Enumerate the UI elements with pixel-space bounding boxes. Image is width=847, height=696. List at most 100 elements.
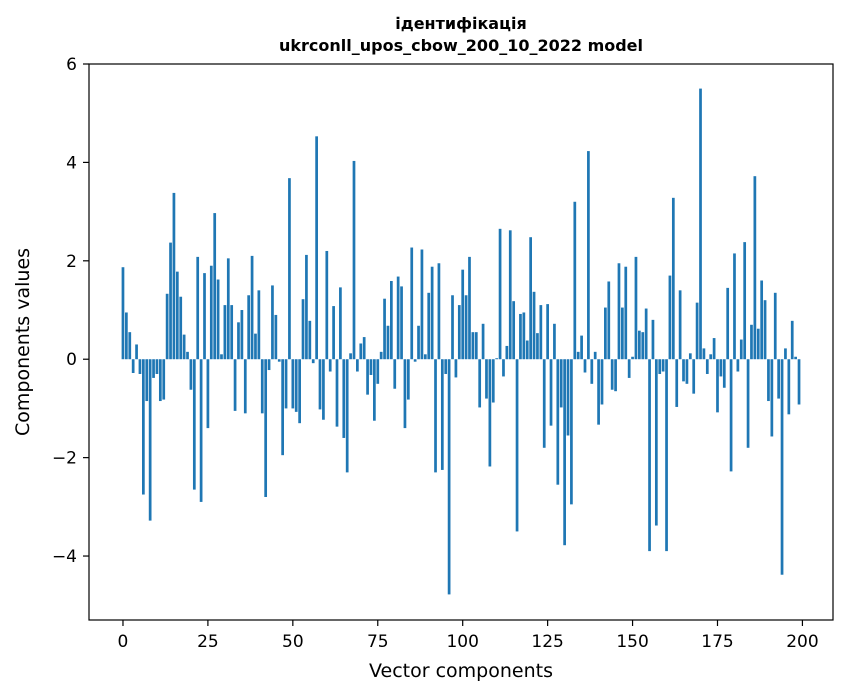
bar-95 (444, 359, 448, 374)
bar-128 (556, 359, 560, 485)
bar-25 (206, 359, 210, 429)
bar-153 (641, 332, 645, 360)
bar-167 (688, 353, 692, 360)
bar-172 (705, 359, 709, 374)
bar-89 (423, 354, 427, 360)
bar-8 (148, 359, 152, 521)
y-tick-label: −4 (52, 547, 77, 567)
bar-48 (284, 359, 288, 409)
bars-group (121, 88, 801, 595)
bar-18 (182, 334, 186, 360)
bar-6 (142, 359, 145, 495)
bar-163 (675, 359, 679, 407)
bar-4 (135, 344, 138, 360)
bar-7 (145, 359, 149, 402)
bar-11 (158, 359, 162, 402)
bar-22 (196, 256, 200, 360)
bar-66 (345, 359, 349, 473)
bar-159 (661, 359, 665, 372)
bar-115 (512, 301, 516, 360)
bar-69 (356, 359, 359, 372)
bar-65 (342, 359, 346, 438)
bar-1 (125, 312, 128, 360)
bar-144 (610, 359, 614, 390)
y-tick-label: 2 (66, 252, 77, 272)
bar-109 (491, 359, 495, 403)
bar-154 (644, 308, 648, 360)
bar-180 (733, 253, 736, 360)
bar-166 (685, 359, 689, 384)
bar-17 (179, 296, 183, 360)
bar-199 (797, 359, 801, 405)
bar-70 (359, 343, 363, 360)
bar-51 (294, 359, 298, 412)
x-axis-ticks: 0 25 50 75 100 125 150 175 200 (118, 620, 819, 652)
bar-178 (726, 287, 730, 360)
bar-79 (390, 280, 393, 360)
bar-73 (369, 359, 373, 375)
bar-190 (767, 359, 770, 402)
bar-123 (539, 305, 543, 360)
bar-195 (784, 348, 787, 360)
bar-113 (505, 345, 509, 360)
bar-192 (773, 292, 777, 360)
bar-189 (763, 300, 767, 360)
bar-197 (790, 320, 794, 360)
bar-19 (186, 351, 189, 360)
bar-92 (434, 359, 437, 473)
bar-127 (553, 323, 556, 360)
bar-104 (474, 332, 478, 360)
bar-99 (457, 305, 461, 360)
x-tick-label: 75 (367, 632, 389, 652)
bar-160 (665, 359, 668, 552)
bar-21 (192, 359, 196, 490)
bar-146 (617, 263, 621, 360)
bar-27 (213, 213, 217, 360)
bar-103 (471, 332, 475, 360)
bar-45 (274, 314, 278, 360)
bar-85 (410, 247, 414, 360)
bar-165 (682, 359, 685, 382)
bar-54 (305, 254, 308, 360)
bar-46 (277, 359, 281, 362)
bar-96 (447, 359, 451, 595)
bar-26 (209, 265, 213, 360)
bar-138 (590, 359, 594, 384)
bar-137 (587, 151, 590, 360)
bar-72 (366, 359, 369, 395)
bar-169 (695, 302, 699, 360)
bar-23 (199, 359, 203, 502)
bar-105 (478, 359, 482, 408)
bar-12 (162, 359, 166, 400)
bar-179 (729, 359, 733, 472)
bar-32 (230, 305, 234, 360)
bar-81 (396, 276, 400, 360)
bar-161 (668, 275, 672, 360)
bar-40 (257, 290, 261, 360)
bar-136 (583, 359, 587, 373)
bar-56 (311, 359, 315, 364)
bar-83 (403, 359, 407, 429)
bar-150 (631, 356, 634, 360)
x-axis-label: Vector components (369, 660, 553, 682)
bar-38 (250, 255, 254, 360)
bar-156 (651, 319, 655, 360)
x-tick-label: 0 (118, 632, 129, 652)
bar-87 (417, 325, 420, 360)
bar-193 (777, 359, 780, 399)
bar-162 (671, 197, 675, 360)
bar-44 (271, 285, 274, 360)
bar-37 (247, 295, 251, 360)
bar-152 (638, 330, 641, 360)
bar-88 (420, 249, 424, 360)
bar-188 (760, 280, 764, 360)
bar-187 (756, 328, 760, 360)
bar-198 (794, 356, 797, 360)
bar-106 (481, 323, 485, 360)
bar-64 (339, 287, 342, 360)
bar-135 (580, 335, 583, 360)
bar-186 (753, 176, 757, 360)
x-tick-label: 125 (531, 632, 563, 652)
bar-0 (121, 267, 125, 360)
